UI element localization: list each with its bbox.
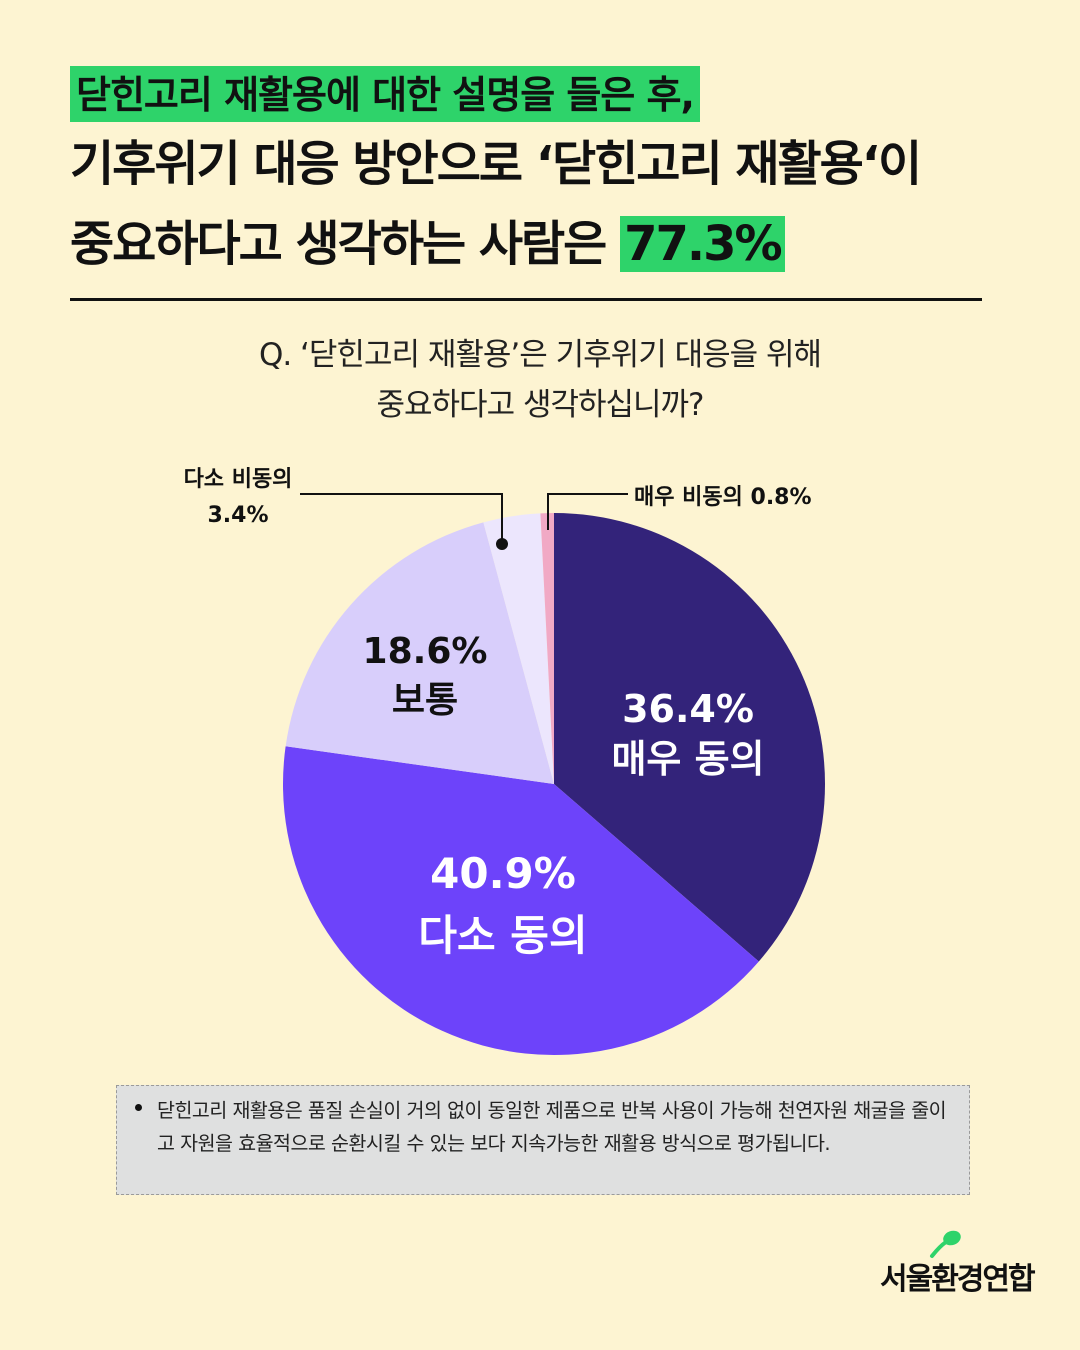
title-divider — [70, 298, 982, 301]
slice-label-strongly-agree: 매우 동의 — [611, 737, 764, 781]
callout-leader-somewhat-disagree — [300, 493, 503, 540]
slice-neutral — [285, 522, 554, 784]
headline-percentage-highlight: 77.3% — [620, 216, 785, 272]
slice-value-neutral: 18.6% — [363, 631, 488, 672]
logo-text: 서울환경연합 — [880, 1262, 1036, 1297]
headline-line-3-text: 중요하다고 생각하는 사람은 — [70, 216, 621, 272]
note-text: 닫힌고리 재활용은 품질 손실이 거의 없이 동일한 제품으로 반복 사용이 가… — [157, 1099, 947, 1155]
pie-slices — [283, 513, 826, 1055]
slice-label-somewhat-agree: 다소 동의 — [418, 911, 587, 960]
headline-line-3: 중요하다고 생각하는 사람은 77.3% — [70, 206, 1030, 282]
headline-subtitle: 닫힌고리 재활용에 대한 설명을 들은 후, — [70, 66, 700, 122]
survey-question: Q. ‘닫힌고리 재활용’은 기후위기 대응을 위해 중요하다고 생각하십니까? — [0, 330, 1080, 430]
question-line-2: 중요하다고 생각하십니까? — [376, 387, 704, 423]
slice-strongly-agree — [554, 513, 826, 962]
note-box: 닫힌고리 재활용은 품질 손실이 거의 없이 동일한 제품으로 반복 사용이 가… — [116, 1085, 970, 1195]
callout-dot-somewhat-disagree — [496, 538, 508, 550]
logo: 서울환경연합 — [880, 1228, 1036, 1308]
callout-label-somewhat-disagree: 다소 비동의 — [184, 467, 293, 492]
slice-somewhat-disagree — [483, 513, 554, 784]
callout-value-somewhat-disagree: 3.4% — [207, 503, 268, 528]
callout-label-strongly-disagree: 매우 비동의 0.8% — [634, 485, 812, 510]
headline: 닫힌고리 재활용에 대한 설명을 들은 후, 기후위기 대응 방안으로 ‘닫힌고… — [70, 66, 1030, 282]
headline-line-2: 기후위기 대응 방안으로 ‘닫힌고리 재활용‘이 — [70, 136, 922, 192]
callout-leader-strongly-disagree — [547, 493, 628, 530]
slice-value-somewhat-agree: 40.9% — [430, 849, 576, 898]
slice-value-strongly-agree: 36.4% — [622, 687, 754, 731]
slice-somewhat-agree — [283, 746, 759, 1055]
bullet-icon — [135, 1104, 142, 1111]
leaf-icon — [930, 1230, 961, 1258]
slice-label-neutral: 보통 — [392, 680, 458, 721]
question-line-1: Q. ‘닫힌고리 재활용’은 기후위기 대응을 위해 — [258, 337, 822, 373]
pie-chart: 다소 비동의 3.4% 매우 비동의 0.8% 36.4% 매우 동의 40.9… — [184, 467, 826, 1055]
slice-strongly-disagree — [540, 513, 554, 784]
